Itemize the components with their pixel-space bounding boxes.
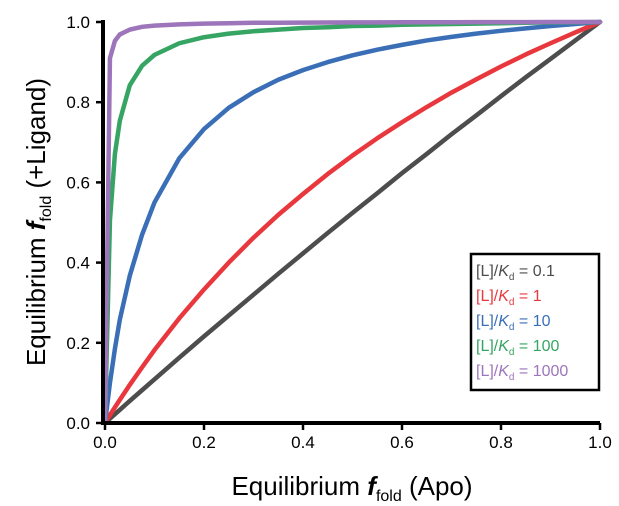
x-tick-label: 0.2 <box>192 433 216 452</box>
y-tick-label: 0.0 <box>66 414 90 433</box>
x-tick-label: 0.6 <box>390 433 414 452</box>
legend-entry-0: [L]/Kd = 0.1 <box>476 263 555 283</box>
x-tick-label: 0.8 <box>489 433 513 452</box>
y-tick-label: 0.6 <box>66 173 90 192</box>
series-line-1 <box>102 19 603 426</box>
axes <box>101 20 600 425</box>
y-tick-label: 1.0 <box>66 13 90 32</box>
legend-box <box>469 252 601 392</box>
y-axis-title: Equilibrium ffold (+Ligand) <box>21 78 55 366</box>
legend-items: [L]/Kd = 0.1 [L]/Kd = 1 [L]/Kd = 10 [L]/Kd … <box>476 263 568 383</box>
y-tick-label: 0.8 <box>66 93 90 112</box>
x-tick-label: 1.0 <box>588 433 612 452</box>
y-tick-label: 0.4 <box>66 254 90 273</box>
legend-entry-4: [L]/Kd = 1000 <box>476 363 568 383</box>
series-line-2 <box>102 19 603 426</box>
legend-entry-3: [L]/Kd = 100 <box>476 338 560 358</box>
series-line-0 <box>102 19 603 426</box>
legend: [L]/Kd = 0.1 [L]/Kd = 1 [L]/Kd = 10 [L]/Kd … <box>469 252 601 392</box>
series-line-4 <box>102 19 603 426</box>
series-layer <box>102 19 603 426</box>
x-ticks: 0.0 0.2 0.4 0.6 0.8 1.0 <box>93 423 612 452</box>
legend-entry-1: [L]/Kd = 1 <box>476 288 542 308</box>
x-tick-label: 0.0 <box>93 433 117 452</box>
x-tick-label: 0.4 <box>291 433 315 452</box>
y-ticks: 0.0 0.2 0.4 0.6 0.8 1.0 <box>66 13 103 433</box>
legend-entry-2: [L]/Kd = 10 <box>476 313 551 333</box>
x-axis-title: Equilibrium ffold (Apo) <box>231 471 472 505</box>
y-tick-label: 0.2 <box>66 334 90 353</box>
